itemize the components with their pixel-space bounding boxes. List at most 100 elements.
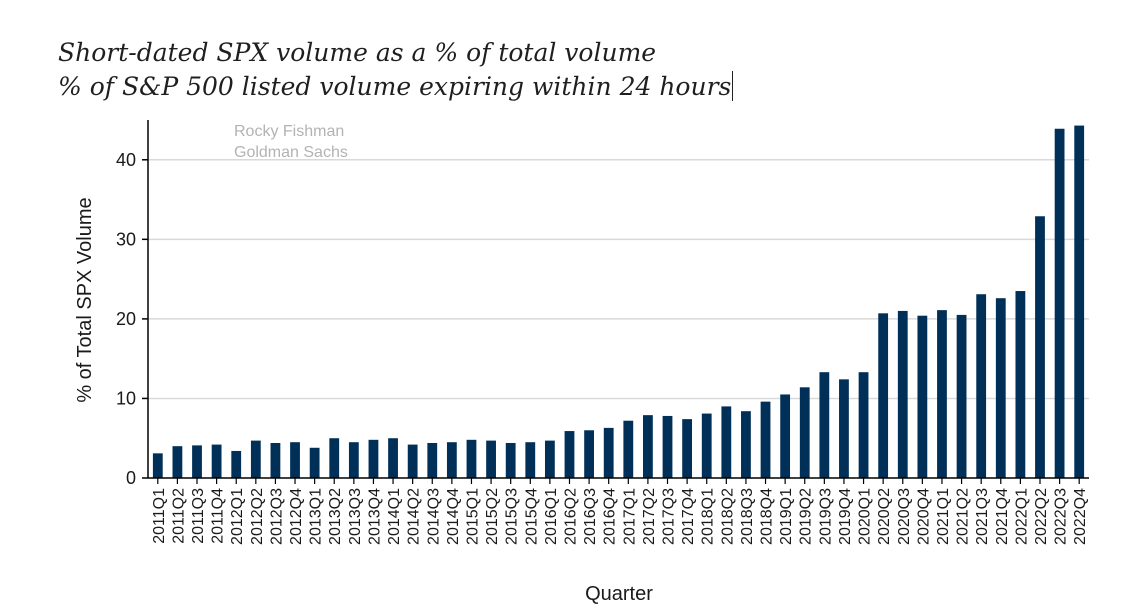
bar (250, 440, 261, 478)
bar (976, 294, 987, 478)
x-tick-label: 2014Q2 (406, 488, 423, 545)
x-tick-label: 2022Q1 (1013, 488, 1030, 545)
x-tick-label: 2013Q4 (366, 488, 383, 545)
bar (721, 406, 732, 478)
x-tick-label: 2013Q2 (327, 488, 344, 545)
x-tick-label: 2018Q1 (700, 488, 717, 545)
x-tick-label: 2013Q3 (347, 488, 364, 545)
bar (525, 442, 536, 478)
x-tick-label: 2014Q4 (445, 488, 462, 545)
y-tick-label: 0 (126, 468, 136, 488)
bar (446, 442, 457, 478)
x-tick-label: 2016Q2 (562, 488, 579, 545)
x-tick-label: 2020Q2 (876, 488, 893, 545)
x-tick-label: 2012Q3 (268, 488, 285, 545)
bar (407, 444, 418, 478)
chart-title: Short-dated SPX volume as a % of total v… (58, 38, 657, 67)
x-tick-label: 2012Q4 (288, 488, 305, 545)
y-tick-label: 30 (116, 229, 136, 249)
x-tick-label: 2022Q4 (1072, 488, 1089, 545)
bar (152, 453, 163, 478)
x-tick-label: 2021Q4 (994, 488, 1011, 545)
bar (505, 442, 516, 478)
x-tick-label: 2021Q1 (935, 488, 952, 545)
x-tick-label: 2011Q4 (210, 488, 227, 544)
bar (192, 445, 202, 478)
x-tick-label: 2020Q1 (857, 488, 874, 545)
bar (309, 447, 320, 478)
x-tick-label: 2020Q3 (896, 488, 913, 545)
bar (290, 442, 300, 478)
x-tick-label: 2013Q1 (308, 488, 325, 545)
x-tick-label: 2018Q4 (759, 488, 776, 545)
x-tick-label: 2015Q2 (484, 488, 501, 545)
x-tick-label: 2021Q2 (955, 488, 972, 545)
bar (682, 419, 693, 478)
bar (623, 420, 634, 478)
x-tick-label: 2017Q4 (680, 488, 697, 545)
y-tick-label: 20 (116, 309, 136, 329)
x-tick-label: 2012Q1 (229, 488, 246, 545)
x-tick-label: 2016Q1 (543, 488, 560, 545)
watermark-line-2: Goldman Sachs (234, 144, 348, 161)
x-tick-label: 2011Q3 (190, 488, 207, 544)
x-tick-label: 2011Q2 (170, 488, 187, 544)
x-tick-label: 2017Q2 (641, 488, 658, 545)
y-tick-labels: 0 10 20 30 40 (116, 150, 136, 488)
x-tick-label: 2022Q3 (1053, 488, 1070, 545)
x-tick-label: 2018Q3 (739, 488, 756, 545)
bar (270, 442, 281, 478)
x-tick-label: 2015Q1 (464, 488, 481, 545)
bar (839, 379, 849, 478)
x-tick-label: 2014Q1 (386, 488, 403, 545)
title-block: Short-dated SPX volume as a % of total v… (58, 36, 734, 104)
x-tick-labels: 2011Q1 2011Q2 2011Q3 2011Q4 2012Q1 2012Q2 2012… (151, 488, 1089, 545)
x-tick-label: 2019Q4 (837, 488, 854, 545)
watermark-line-1: Rocky Fishman (234, 123, 344, 140)
y-tick-label: 10 (116, 388, 136, 408)
bar (799, 387, 810, 478)
x-tick-label: 2021Q3 (974, 488, 991, 545)
bar (1015, 291, 1026, 478)
bar (1074, 125, 1085, 479)
axes (142, 120, 1089, 484)
x-tick-label: 2019Q2 (798, 488, 815, 545)
y-axis-title: % of Total SPX Volume (74, 197, 96, 402)
x-tick-label: 2012Q2 (249, 488, 266, 545)
x-tick-label: 2015Q3 (504, 488, 521, 545)
bars (152, 125, 1085, 479)
bar (917, 315, 928, 478)
bar (819, 372, 830, 478)
chart-subtitle: % of S&P 500 listed volume expiring with… (58, 70, 734, 104)
bar (760, 401, 771, 478)
bar (172, 446, 183, 478)
x-tick-label: 2017Q1 (621, 488, 638, 545)
bar (427, 442, 438, 478)
x-tick-label: 2017Q3 (661, 488, 678, 545)
bar (878, 313, 889, 478)
bar (643, 415, 653, 478)
x-tick-label: 2014Q3 (425, 488, 442, 545)
bar (701, 413, 712, 478)
bar (1054, 128, 1065, 479)
text-cursor (732, 71, 734, 101)
y-tick-label: 40 (116, 150, 136, 170)
x-tick-label: 2015Q4 (523, 488, 540, 545)
x-tick-label: 2019Q3 (817, 488, 834, 545)
x-tick-label: 2022Q2 (1033, 488, 1050, 545)
bar (486, 440, 496, 478)
bar (211, 444, 222, 478)
bar (897, 310, 908, 478)
x-tick-label: 2019Q1 (778, 488, 795, 545)
bar (368, 439, 379, 478)
bar (348, 442, 359, 478)
x-tick-label: 2016Q4 (602, 488, 619, 545)
bar (544, 440, 555, 478)
bar (564, 431, 575, 478)
x-tick-label: 2016Q3 (582, 488, 599, 545)
x-tick-label: 2011Q1 (151, 488, 168, 544)
bar (231, 450, 242, 478)
bar (780, 394, 791, 478)
bar (741, 411, 751, 478)
